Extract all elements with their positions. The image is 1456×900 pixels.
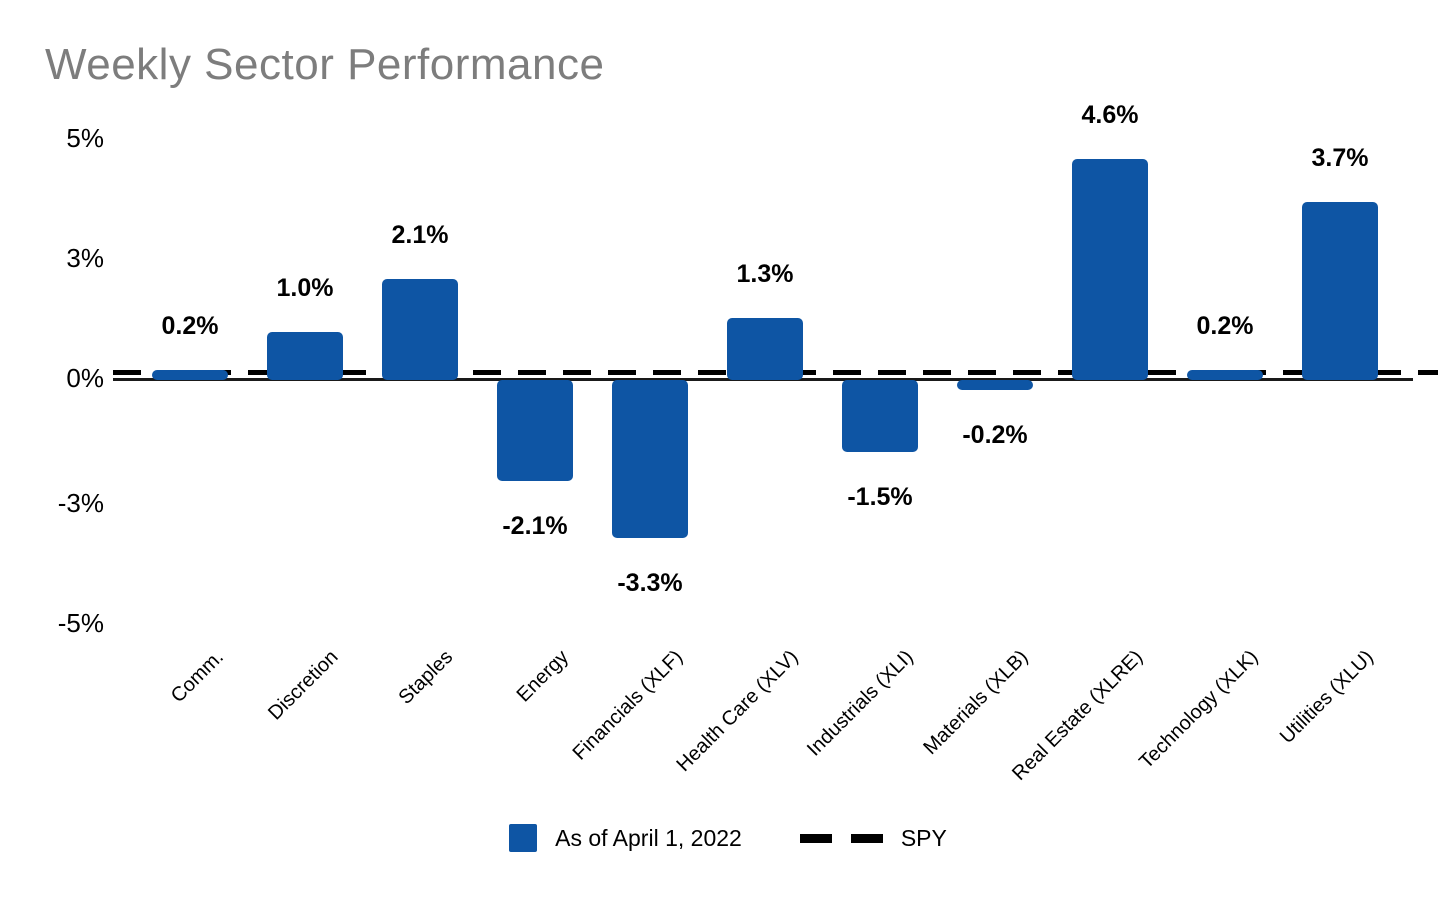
x-axis-label: Financials (XLF) [569, 646, 688, 765]
x-axis-label: Technology (XLK) [1135, 646, 1263, 774]
x-axis-label: Materials (XLB) [919, 646, 1033, 760]
y-axis-tick-label: 3% [66, 243, 104, 273]
bar-value-label: -3.3% [617, 569, 683, 598]
bar-value-label: 4.6% [1081, 101, 1139, 130]
bar-value-label: 0.2% [1196, 312, 1254, 341]
y-axis-tick-label: -3% [57, 488, 104, 518]
bar-value-label: -0.2% [962, 420, 1028, 449]
bar-value-label: 1.3% [736, 259, 794, 288]
legend-dashed-line-marker [799, 833, 883, 843]
legend-dash-segment [850, 833, 883, 843]
bar-value-label: -2.1% [502, 511, 568, 540]
bar-staples [382, 279, 458, 380]
x-axis-label: Staples [394, 646, 458, 709]
x-axis-label: Utilities (XLU) [1275, 646, 1378, 749]
x-axis-label: Discretion [264, 646, 343, 725]
bar-financials-xlf [612, 380, 688, 539]
bar-materials-xlb [957, 380, 1033, 390]
bar-value-label: 1.0% [276, 274, 334, 302]
bar-industrials-xli [842, 380, 918, 452]
y-axis-tick-label: 5% [66, 123, 104, 153]
legend-dash-segment [799, 833, 832, 843]
bar-real-estate-xlre [1072, 159, 1148, 380]
bar-utilities-xlu [1302, 202, 1378, 380]
bar-comm [152, 370, 228, 380]
x-axis-label: Energy [512, 646, 573, 707]
x-axis-label: Real Estate (XLRE) [1008, 646, 1148, 785]
y-axis-tick-label: -5% [57, 608, 104, 638]
bar-value-label: 3.7% [1311, 144, 1369, 173]
bar-discretion [267, 332, 343, 380]
bar-energy [497, 380, 573, 481]
y-axis-tick-label: 0% [66, 363, 104, 393]
bar-value-label: 0.2% [161, 312, 219, 341]
bar-value-label: 2.1% [391, 221, 449, 250]
x-axis-label: Comm. [166, 646, 228, 708]
x-axis-label: Health Care (XLV) [672, 646, 803, 777]
legend-series-label: As of April 1, 2022 [555, 824, 742, 851]
bar-technology-xlk [1187, 370, 1263, 380]
chart-title: Weekly Sector Performance [45, 40, 605, 89]
bar-value-label: -1.5% [847, 483, 913, 511]
legend-spy-label: SPY [900, 824, 947, 851]
bar-health-care-xlv [727, 317, 803, 380]
x-axis-label: Industrials (XLI) [802, 646, 918, 761]
legend-bar-swatch [509, 824, 538, 852]
legend: As of April 1, 2022 SPY [0, 824, 1456, 852]
